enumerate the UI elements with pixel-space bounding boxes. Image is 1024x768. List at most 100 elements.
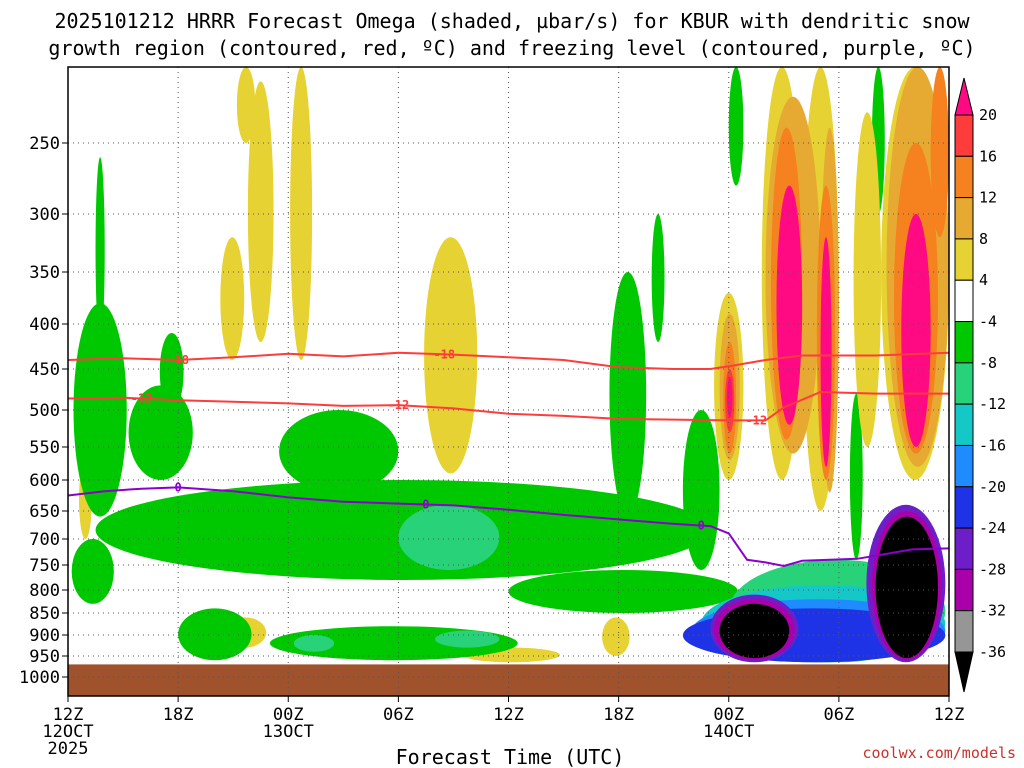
y-tick-label-450: 450 (29, 360, 60, 380)
colorbar-swatch-3 (954, 197, 974, 240)
x-tick-label-48: 12Z (934, 705, 965, 725)
y-tick-label-600: 600 (29, 471, 60, 491)
colorbar-label-2: 12 (979, 189, 997, 207)
omega-region-55 (776, 185, 803, 425)
colorbar-label-1: 16 (979, 147, 997, 165)
colorbar: 20 16 12 8 4 -4 -8 -12 -16 -20 -24 -28 -32 -36 (954, 77, 1006, 693)
omega-region-18 (651, 214, 665, 342)
omega-region-26 (398, 504, 500, 570)
colorbar-bottom-triangle (954, 651, 974, 693)
x-tick-year-0: 2025 (48, 739, 89, 759)
omega-region-11 (95, 157, 105, 342)
x-tick-date-12: 13OCT (263, 722, 314, 742)
omega-region-3 (236, 67, 256, 143)
below-ground-area (68, 664, 949, 696)
x-tick-date-36: 14OCT (703, 722, 754, 742)
contour-freezing-level (67, 486, 950, 568)
title-line-2: growth region (contoured, red, ºC) and f… (48, 36, 975, 60)
y-tick-label-250: 250 (29, 134, 60, 154)
colorbar-swatch-5 (954, 279, 974, 323)
colorbar-label-0: 20 (979, 106, 997, 124)
ground-surface (68, 664, 949, 696)
omega-region-10 (73, 303, 127, 517)
colorbar-swatch-13 (954, 610, 974, 653)
omega-region-46 (853, 112, 882, 447)
omega-region-1 (290, 67, 313, 360)
contour-label-dendritic-12C-0: -12 (131, 392, 153, 406)
x-tick-label-12: 00Z (273, 705, 304, 725)
colorbar-label-4: 4 (979, 271, 988, 289)
colorbar-top-triangle (954, 77, 974, 116)
y-tick-label-300: 300 (29, 205, 60, 225)
colorbar-label-12: -32 (979, 602, 1006, 620)
omega-region-54 (930, 67, 950, 238)
y-tick-label-1000: 1000 (19, 668, 60, 688)
contour-label-freezing-level-0: 0 (175, 480, 182, 494)
y-tick-label-700: 700 (29, 530, 60, 550)
x-tick-label-6: 18Z (163, 705, 194, 725)
contour-label-dendritic-18C-1: -18 (433, 347, 455, 361)
contour-label-dendritic-18C-0: -18 (167, 353, 189, 367)
contour-label-dendritic-12C-2: -12 (745, 413, 767, 427)
grid-lines (67, 67, 950, 696)
omega-region-17 (609, 272, 647, 517)
colorbar-label-10: -24 (979, 519, 1006, 537)
colorbar-swatch-7 (954, 362, 974, 405)
y-tick-label-350: 350 (29, 263, 60, 283)
x-axis-label: Forecast Time (UTC) (396, 745, 625, 768)
omega-region-37 (719, 603, 790, 659)
colorbar-swatch-11 (954, 527, 974, 570)
omega-region-23 (728, 67, 744, 186)
contour-label-freezing-level-1: 0 (422, 497, 429, 511)
y-tick-label-400: 400 (29, 315, 60, 335)
colorbar-swatch-10 (954, 486, 974, 529)
omega-region-25 (849, 393, 863, 560)
y-tick-label-850: 850 (29, 604, 60, 624)
omega-region-43 (726, 377, 733, 418)
colorbar-swatch-12 (954, 568, 974, 612)
colorbar-label-11: -28 (979, 560, 1006, 578)
colorbar-label-7: -12 (979, 395, 1006, 413)
omega-region-28 (435, 630, 500, 648)
x-tick-label-18: 06Z (383, 705, 414, 725)
omega-region-22 (508, 570, 738, 613)
colorbar-swatch-2 (954, 155, 974, 199)
omega-region-2 (220, 237, 245, 360)
colorbar-label-13: -36 (979, 643, 1006, 661)
colorbar-label-9: -20 (979, 478, 1006, 496)
credit-text: coolwx.com/models (862, 744, 1016, 762)
omega-region-12 (128, 385, 193, 481)
x-tick-label-42: 06Z (824, 705, 855, 725)
contour-dendritic-18C (67, 351, 950, 370)
colorbar-label-6: -8 (979, 354, 997, 372)
y-tick-label-950: 950 (29, 647, 60, 667)
temperature-contours: -18 -18 -12 -12 -12 0 0 0 (67, 347, 950, 568)
y-axis: 2503003504004505005506006507007508008509… (19, 134, 68, 688)
y-tick-label-550: 550 (29, 438, 60, 458)
colorbar-swatch-1 (954, 114, 974, 157)
x-tick-label-0: 12Z (53, 705, 84, 725)
y-tick-label-750: 750 (29, 556, 60, 576)
x-tick-label-24: 12Z (493, 705, 524, 725)
colorbar-swatch-9 (954, 444, 974, 488)
y-tick-label-500: 500 (29, 401, 60, 421)
title: 2025101212 HRRR Forecast Omega (shaded, … (48, 9, 975, 60)
colorbar-label-8: -16 (979, 436, 1006, 454)
omega-region-27 (293, 635, 335, 652)
x-tick-label-30: 18Z (603, 705, 634, 725)
colorbar-swatch-4 (954, 238, 974, 281)
omega-region-38 (875, 516, 938, 659)
y-tick-label-800: 800 (29, 581, 60, 601)
x-tick-date-0: 12OCT (42, 722, 93, 742)
omega-region-13 (159, 333, 184, 410)
omega-region-0 (247, 81, 274, 342)
omega-shading (71, 67, 950, 663)
contour-label-dendritic-12C-1: -12 (388, 398, 410, 412)
colorbar-swatch-6 (954, 321, 974, 364)
colorbar-label-3: 8 (979, 230, 988, 248)
colorbar-swatch-8 (954, 403, 974, 446)
title-line-1: 2025101212 HRRR Forecast Omega (shaded, … (54, 9, 970, 33)
colorbar-label-5: -4 (979, 313, 997, 331)
